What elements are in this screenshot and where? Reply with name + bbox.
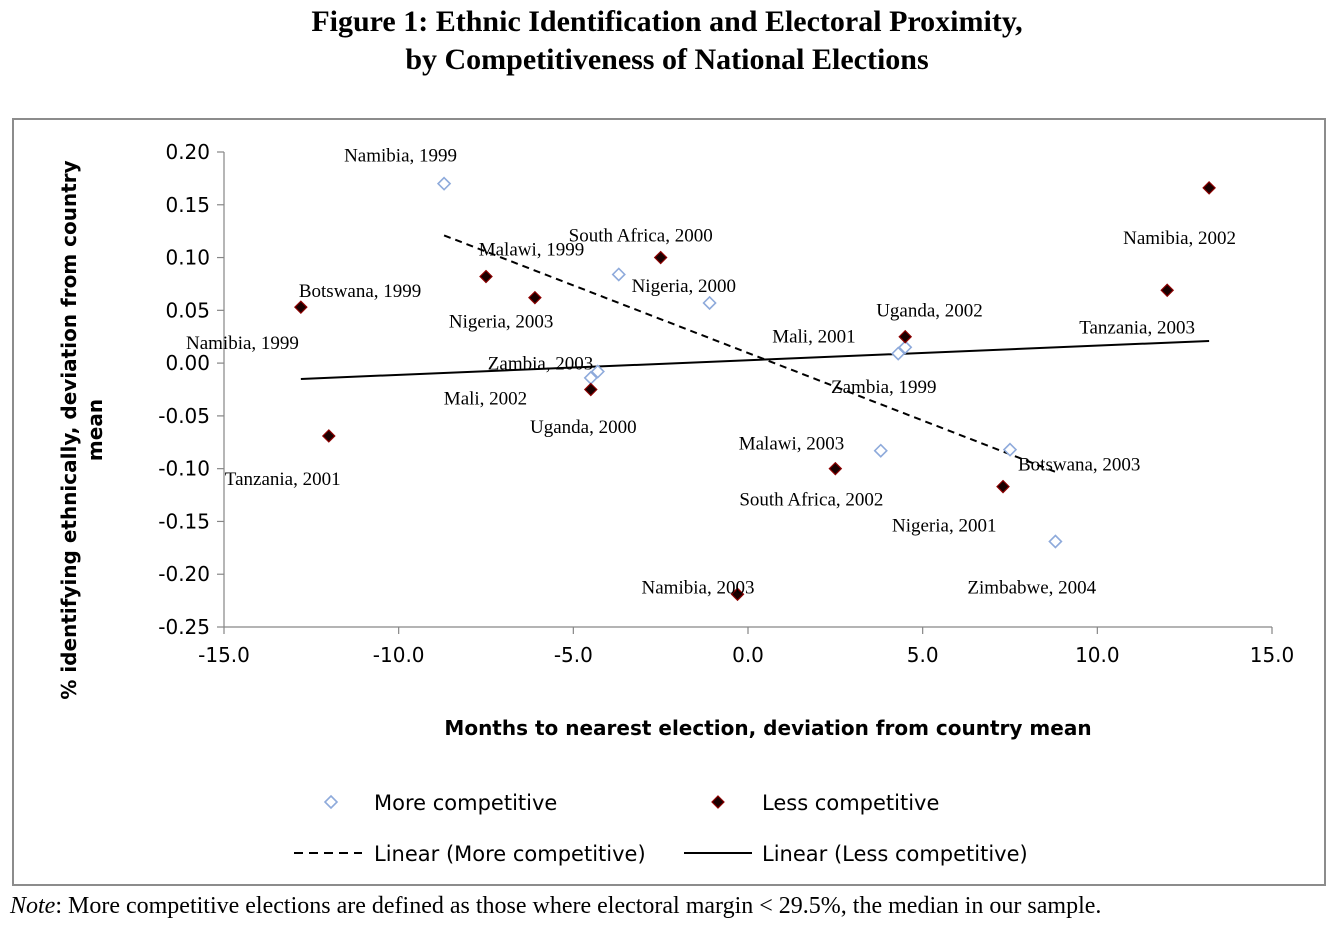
data-label: Malawi, 2003 [739,434,845,455]
y-tick-label: -0.10 [158,457,210,481]
less-competitive-point [730,587,745,602]
figure-title-line-2: by Competitiveness of National Elections [405,43,929,76]
x-tick-label: 15.0 [1250,643,1295,667]
legend-more-competitive-marker [323,794,339,810]
more-competitive-point [611,267,626,282]
data-label: South Africa, 2000 [569,226,713,247]
data-label: Namibia, 2002 [1123,228,1236,249]
less-competitive-point [653,250,668,265]
more-competitive-point [702,295,717,311]
data-label: Tanzania, 2001 [225,469,341,490]
x-tick-label: 0.0 [732,643,764,667]
data-label: Nigeria, 2000 [632,276,736,297]
more-competitive-point [873,443,888,458]
figure-title-line-1: Figure 1: Ethnic Identification and Elec… [311,5,1023,38]
data-label: Zambia, 2003 [488,354,594,375]
more-competitive-point [436,176,452,191]
y-tick-label: -0.25 [158,615,210,639]
more-competitive-point [1002,442,1018,457]
less-competitive-point [1202,181,1216,195]
data-label: Zambia, 1999 [831,377,937,398]
y-tick-label: -0.20 [158,562,210,586]
less-competitive-point [828,461,843,476]
y-tick-label: 0.20 [165,140,210,164]
data-label: Tanzania, 2003 [1079,317,1195,338]
data-label: Mali, 2002 [444,389,527,410]
legend-label: Linear (More competitive) [374,842,646,866]
less-competitive-point [996,479,1010,494]
y-axis-label-line: mean [83,399,107,461]
x-tick-label: -15.0 [198,643,250,667]
less-competitive-point [583,382,598,397]
y-axis-label: % identifying ethnically, deviation from… [57,160,107,699]
data-label: Mali, 2001 [772,327,855,348]
x-tick-label: -5.0 [554,643,593,667]
y-tick-label: 0.10 [165,246,210,270]
y-tick-label: 0.05 [165,298,210,322]
legend-label: Less competitive [762,791,939,815]
chart-frame: 0.20 0.15 0.10 0.05 0.00 -0.05 -0.10 -0.15 -0.20… [12,118,1326,886]
data-label: South Africa, 2002 [739,490,883,511]
trendline-more-competitive [443,234,1056,473]
data-label: Uganda, 2000 [530,417,637,438]
less-competitive-point [294,300,308,315]
data-label: Uganda, 2002 [876,301,983,322]
y-axis-label-line: % identifying ethnically, deviation from… [57,160,81,699]
less-competitive-point [528,290,542,305]
data-label: Zimbabwe, 2004 [967,578,1096,599]
y-tick-label: -0.15 [158,509,210,533]
y-tick-label: 0.00 [165,351,210,375]
data-label: Botswana, 1999 [299,281,421,302]
data-label: Namibia, 1999 [344,146,457,167]
x-tick-label: 5.0 [907,643,939,667]
x-tick-label: 10.0 [1075,643,1120,667]
note-label: Note [10,893,56,919]
trendline-less-competitive [300,339,1210,380]
more-competitive-point [590,364,605,379]
less-competitive-point [898,329,913,344]
legend-label: Linear (Less competitive) [762,842,1028,866]
y-tick-label: -0.05 [158,404,210,428]
more-competitive-point [898,340,913,355]
data-label: Botswana, 2003 [1018,455,1140,476]
scatter-chart: 0.20 0.15 0.10 0.05 0.00 -0.05 -0.10 -0.15 -0.20… [57,140,1295,866]
less-competitive-point [479,269,493,284]
more-competitive-point [891,346,906,361]
note-text: : More competitive elections are defined… [55,893,1102,919]
x-axis-label: Months to nearest election, deviation fr… [444,716,1091,740]
legend-less-competitive-marker [711,795,725,809]
data-label: Nigeria, 2003 [449,312,553,333]
legend-label: More competitive [374,791,557,815]
y-tick-label: 0.15 [165,193,210,217]
data-label: Namibia, 2003 [642,577,755,598]
data-label: Nigeria, 2001 [892,516,996,537]
data-label: Namibia, 1999 [186,333,299,354]
figure-note: Note: More competitive elections are def… [10,893,1101,920]
data-label: Malawi, 1999 [479,239,585,260]
more-competitive-point [1048,534,1063,549]
less-competitive-point [321,429,336,443]
x-tick-label: -10.0 [373,643,425,667]
less-competitive-point [1160,283,1175,298]
